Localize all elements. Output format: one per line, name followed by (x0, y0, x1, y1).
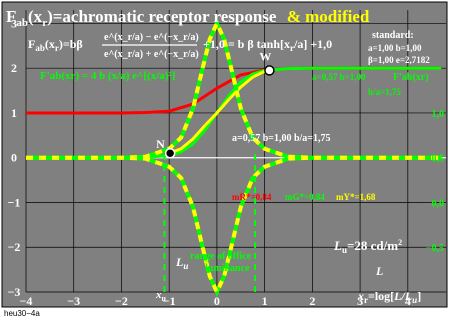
point-label-W: W (259, 49, 271, 63)
x-tick-label: 4 (405, 294, 411, 308)
m-yellow-label: mY*=1,68 (336, 192, 376, 202)
x-tick-label: −3 (67, 294, 80, 308)
right-param-line-1: a=0,57 b=1,00 (312, 72, 366, 82)
y-tick-label-left: 1 (11, 106, 17, 120)
formula-numerator: e^(x_r/a) − e^(−x_r/a) (104, 32, 199, 43)
right-param-label: F'ab(xr) (393, 72, 429, 83)
x-tick-label: 0 (214, 294, 220, 308)
points: NW (156, 49, 275, 159)
point-W (264, 65, 275, 76)
x-axis-label: xr=log[L/Lu] (357, 289, 421, 305)
right-param-line-2: b/a=1,75 (368, 87, 401, 97)
footer-id: heu30−4a (4, 309, 40, 318)
x-tick-label: 3 (357, 294, 363, 308)
xu-label: xu (155, 289, 167, 303)
y-tick-label-right: 0,5 (432, 154, 445, 165)
y-tick-label-right: 0,0 (432, 198, 445, 209)
standard-title: standard: (372, 30, 414, 41)
chart-title: Fab(xr)=achromatic receptor response & m… (6, 7, 370, 29)
x-tick-label: −1 (163, 294, 176, 308)
m-red-label: mR*=0,84 (232, 192, 272, 202)
point-N (164, 147, 176, 159)
formula-right: +1,0 = b β tanh[xr/a] +1,0 (203, 37, 332, 53)
range-label-1: range of office (190, 251, 252, 262)
plot-background (1, 1, 448, 308)
formula-modified: F'ab(xr) = 4 b (x/a) e^[(x/a)²] (40, 70, 175, 82)
y-tick-label-right: −0,5 (426, 243, 444, 254)
point-label-N: N (156, 137, 165, 151)
green-curve-label: a=0,57 b=1,00 b/a=1,75 (232, 133, 331, 144)
y-tick-label-left: −1 (8, 195, 21, 209)
y-tick-label-left: 2 (11, 61, 17, 75)
series-yellow (168, 69, 266, 155)
range-label-2: luminance (205, 263, 250, 274)
standard-line-2: β=1,00 e=2,7182 (368, 55, 430, 65)
y-tick-label-left: 3 (11, 16, 17, 30)
y-tick-label-left: 0 (11, 151, 17, 165)
x-tick-label: 2 (309, 294, 315, 308)
standard-line-1: a=1,00 b=1,00 (368, 43, 422, 53)
x-tick-label: −2 (115, 294, 128, 308)
formula-left: Fab(xr)=bβ (28, 37, 83, 53)
y-tick-label-left: −2 (8, 240, 21, 254)
lu-value: Lu=28 cd/m2 (333, 238, 402, 255)
formula-denominator: e^(x_r/a) + e^(−x_r/a) (104, 49, 199, 60)
l-axis-symbol: L (375, 264, 383, 278)
y-tick-label-left: −3 (8, 285, 21, 299)
curves (26, 18, 442, 297)
series-modified-negative-dash (26, 155, 442, 297)
m-green-label: mG*=0,84 (285, 192, 325, 202)
grid (25, 10, 446, 293)
x-tick-label: 1 (262, 294, 268, 308)
y-tick-label-right: 1,0 (432, 109, 445, 120)
title-highlight: & modified (287, 7, 370, 26)
lu-symbol: Lu (175, 255, 188, 271)
x-tick-label: −4 (20, 294, 33, 308)
